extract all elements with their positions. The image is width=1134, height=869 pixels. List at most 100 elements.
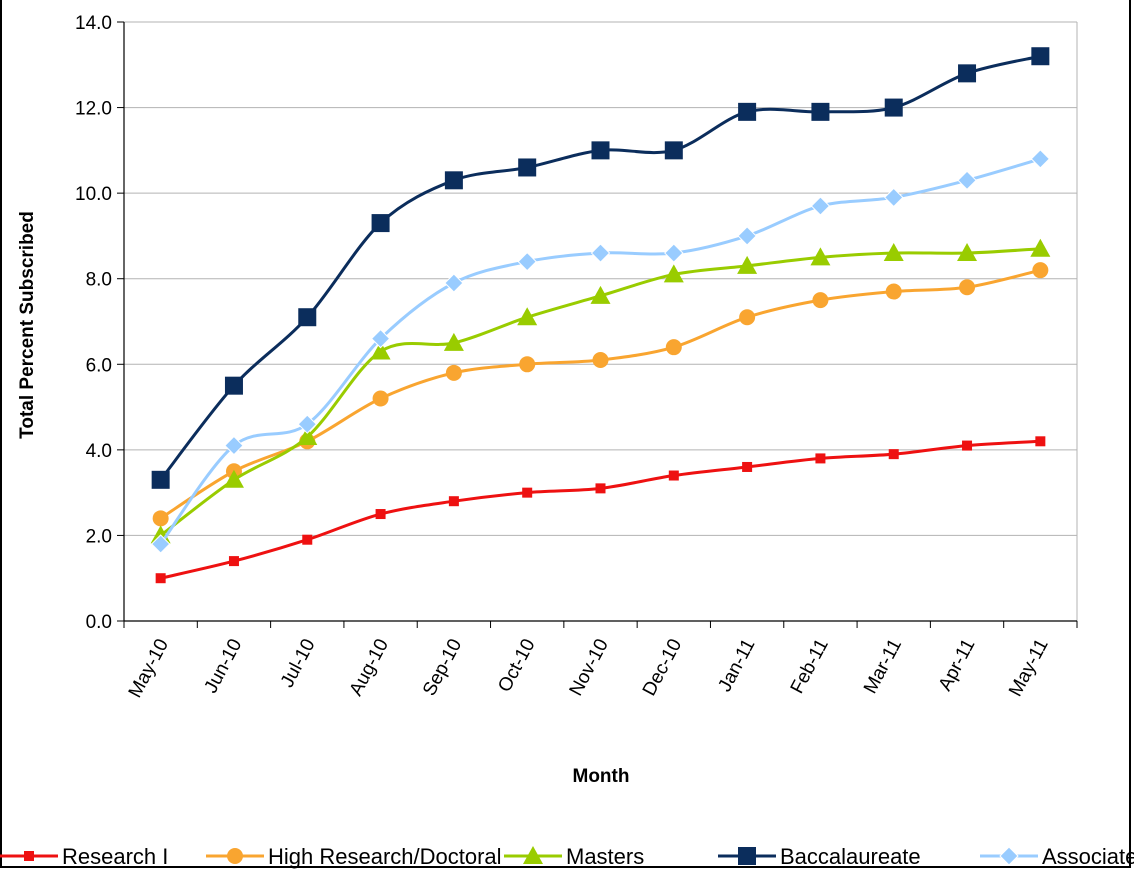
- data-point: [371, 214, 390, 233]
- data-point: [592, 352, 609, 369]
- data-point: [224, 376, 243, 395]
- data-point: [522, 487, 533, 498]
- data-point: [739, 309, 756, 326]
- axes: [117, 21, 1078, 628]
- series-lines: [150, 47, 1051, 584]
- data-point: [962, 440, 973, 451]
- x-tick-label: Oct-10: [494, 635, 539, 695]
- x-tick-label: Aug-10: [346, 635, 393, 699]
- data-point: [517, 307, 538, 326]
- y-tick-label: 6.0: [86, 355, 112, 376]
- data-point: [664, 141, 683, 160]
- legend-label: Masters: [566, 844, 644, 869]
- legend-item: Research I: [0, 844, 168, 869]
- data-point: [668, 470, 679, 481]
- data-point: [957, 243, 978, 262]
- series-baccalaureate: [151, 47, 1050, 489]
- y-tick-label: 2.0: [86, 526, 112, 547]
- y-tick-label: 12.0: [75, 99, 112, 120]
- data-point: [155, 573, 166, 584]
- data-point: [590, 285, 611, 304]
- x-tick-label: Jul-10: [277, 635, 320, 691]
- legend-marker: [738, 847, 756, 865]
- data-point: [297, 414, 317, 434]
- gridlines: [124, 21, 1078, 621]
- data-point: [590, 243, 611, 263]
- data-point: [1035, 436, 1046, 447]
- data-point: [151, 470, 170, 489]
- data-point: [738, 102, 757, 121]
- legend-item: High Research/Doctoral: [206, 844, 502, 869]
- data-point: [1030, 149, 1051, 169]
- legend-label: Research I: [62, 844, 168, 869]
- y-tick-label: 8.0: [86, 270, 112, 291]
- data-point: [517, 251, 537, 272]
- data-point: [742, 461, 753, 472]
- legend-marker: [24, 851, 34, 861]
- series-masters: [150, 238, 1051, 544]
- data-point: [737, 255, 758, 274]
- data-point: [224, 435, 244, 456]
- data-point: [228, 556, 239, 567]
- data-point: [811, 102, 830, 121]
- series-line: [159, 54, 1041, 481]
- data-point: [298, 308, 317, 327]
- data-point: [302, 534, 313, 545]
- series-line: [160, 439, 1041, 580]
- x-tick-label: Feb-11: [787, 635, 833, 697]
- legend-label: Associate: [1042, 844, 1134, 869]
- data-point: [815, 453, 826, 464]
- data-point: [448, 496, 459, 507]
- x-tick-label: Mar-11: [860, 635, 906, 697]
- data-point: [370, 328, 391, 349]
- x-tick-label: Jun-10: [201, 635, 247, 696]
- data-point: [1032, 262, 1049, 279]
- y-tick-label: 4.0: [86, 441, 112, 462]
- data-point: [665, 339, 682, 356]
- data-point: [444, 171, 463, 190]
- y-tick-label: 10.0: [75, 184, 112, 205]
- data-point: [223, 469, 244, 488]
- data-point: [1031, 47, 1050, 66]
- data-point: [883, 243, 904, 262]
- data-point: [885, 283, 902, 300]
- x-tick-label: May-11: [1005, 635, 1053, 700]
- data-point: [372, 390, 389, 407]
- x-tick-label: Apr-11: [935, 635, 980, 694]
- legend-label: High Research/Doctoral: [268, 844, 502, 869]
- data-point: [595, 483, 606, 494]
- x-axis-title: Month: [573, 766, 630, 787]
- y-tick-labels: 0.0 2.0 4.0 6.0 8.0 10.0 12.0 14.0: [75, 13, 112, 633]
- legend-marker: [227, 848, 243, 864]
- x-tick-label: Jan-11: [714, 635, 759, 695]
- data-point: [664, 243, 684, 263]
- legend-marker: [523, 846, 543, 864]
- data-point: [443, 332, 464, 351]
- data-point: [958, 64, 977, 83]
- legend-item: Masters: [504, 844, 644, 869]
- series-associate: [150, 149, 1051, 554]
- data-point: [737, 226, 757, 246]
- data-point: [1030, 238, 1051, 257]
- data-point: [445, 364, 462, 381]
- y-tick-label: 0.0: [86, 612, 112, 633]
- series-research-i: [155, 436, 1046, 584]
- data-point: [810, 196, 831, 216]
- y-tick-label: 14.0: [75, 13, 112, 34]
- x-tick-label: May-10: [125, 635, 173, 701]
- data-point: [150, 534, 171, 554]
- data-point: [888, 449, 899, 460]
- y-axis-title: Total Percent Subscribed: [17, 211, 38, 439]
- x-tick-label: Dec-10: [639, 635, 686, 699]
- data-point: [884, 187, 904, 208]
- data-point: [957, 170, 977, 191]
- data-point: [884, 98, 903, 117]
- data-point: [519, 356, 536, 373]
- series-line: [159, 268, 1041, 520]
- data-point: [812, 292, 829, 309]
- data-point: [810, 247, 831, 266]
- legend-marker: [999, 846, 1019, 866]
